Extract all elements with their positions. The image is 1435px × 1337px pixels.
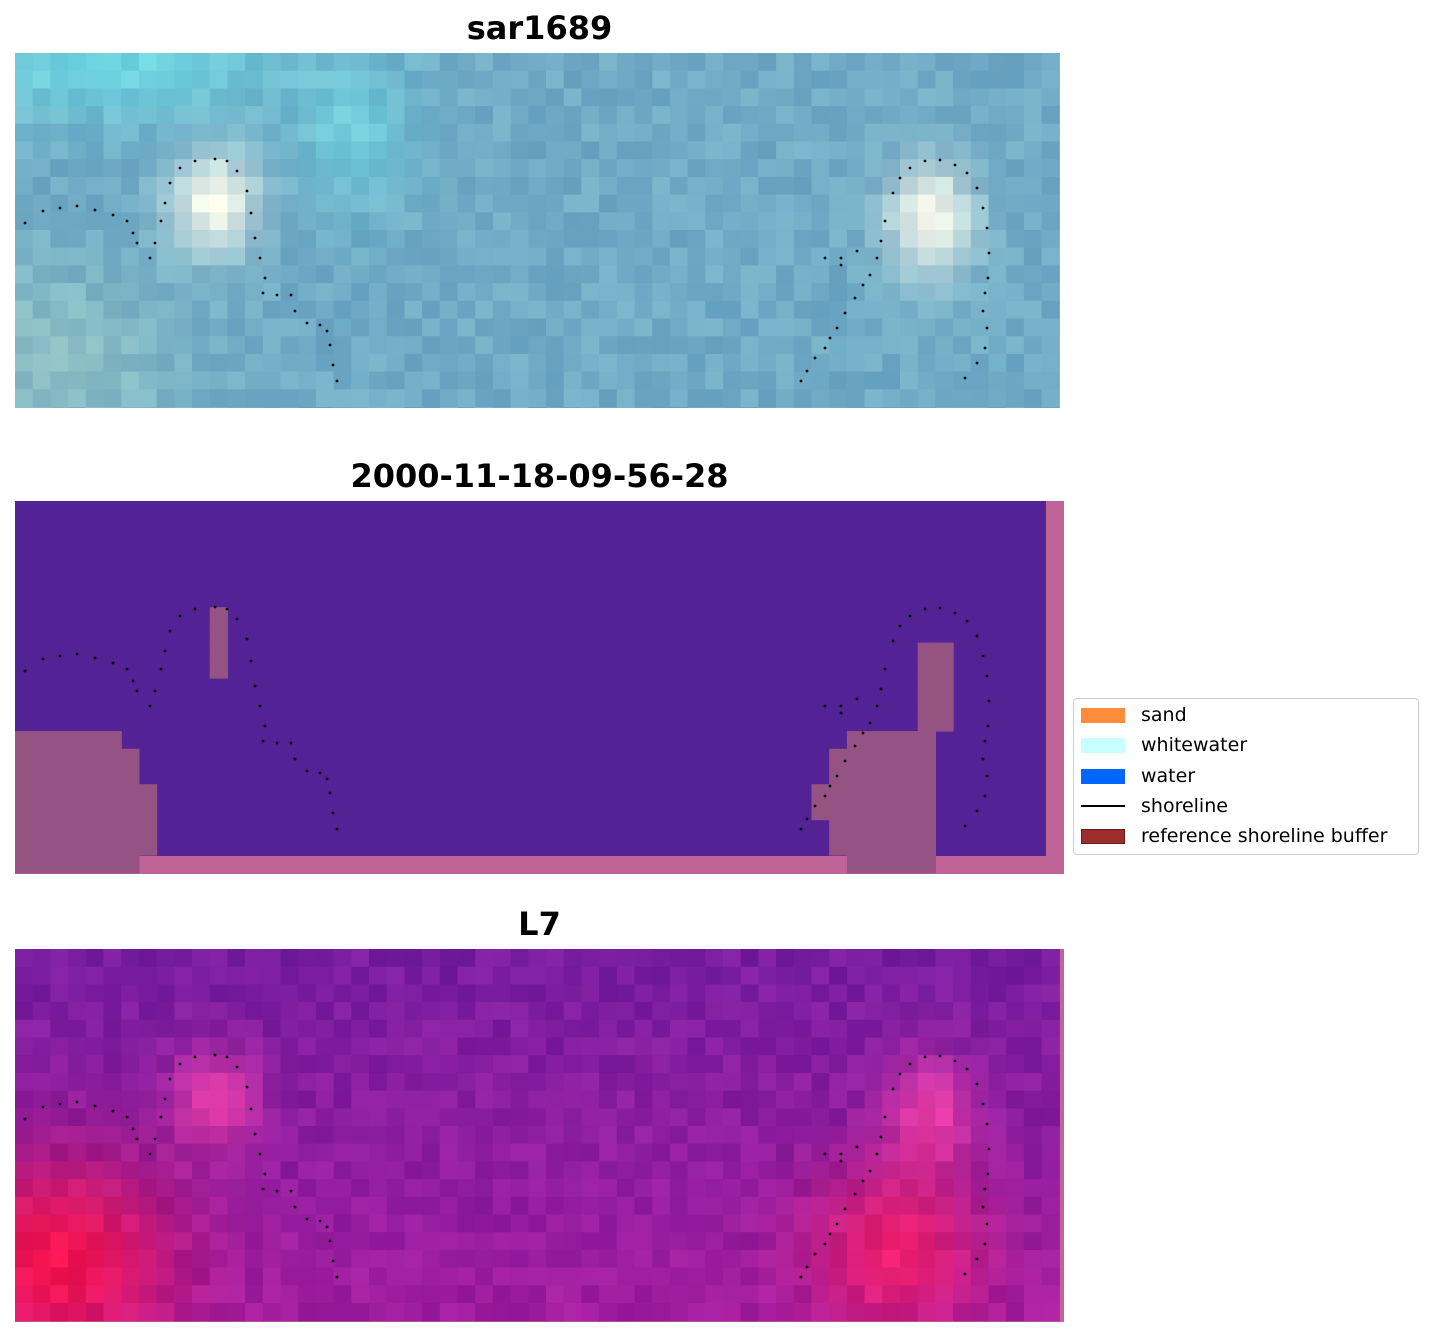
legend-swatch-water: [1081, 768, 1125, 784]
legend-item-buffer: reference shoreline buffer: [1081, 825, 1388, 847]
legend-item-water: water: [1081, 765, 1196, 787]
overlay-image-panel: [15, 949, 1064, 1322]
legend-label-sand: sand: [1141, 704, 1187, 726]
legend-label-shoreline: shoreline: [1141, 795, 1228, 817]
legend-swatch-shoreline: [1081, 805, 1125, 807]
legend-label-buffer: reference shoreline buffer: [1141, 825, 1388, 847]
panel-title-1: sar1689: [466, 9, 613, 47]
rgb-image-panel: [15, 53, 1060, 408]
panel-title-2: 2000-11-18-09-56-28: [350, 457, 729, 495]
legend-item-whitewater: whitewater: [1081, 734, 1248, 756]
shoreline-dots: [23, 605, 991, 831]
legend-swatch-whitewater: [1081, 737, 1125, 753]
rgb-pixels: [15, 53, 1060, 408]
legend: sand whitewater water shoreline referenc…: [1073, 698, 1419, 855]
classified-image-panel: [15, 501, 1064, 874]
legend-swatch-sand: [1081, 707, 1125, 723]
legend-label-water: water: [1141, 765, 1196, 787]
legend-item-sand: sand: [1081, 704, 1187, 726]
legend-label-whitewater: whitewater: [1141, 734, 1248, 756]
overlay-pixels: [15, 949, 1060, 1322]
shoreline-dots: [23, 157, 991, 383]
shoreline-dots: [23, 1053, 991, 1279]
legend-swatch-buffer: [1081, 828, 1125, 844]
panel-title-3: L7: [518, 905, 561, 943]
sand-class-pixels: [15, 607, 954, 874]
legend-item-shoreline: shoreline: [1081, 795, 1228, 817]
